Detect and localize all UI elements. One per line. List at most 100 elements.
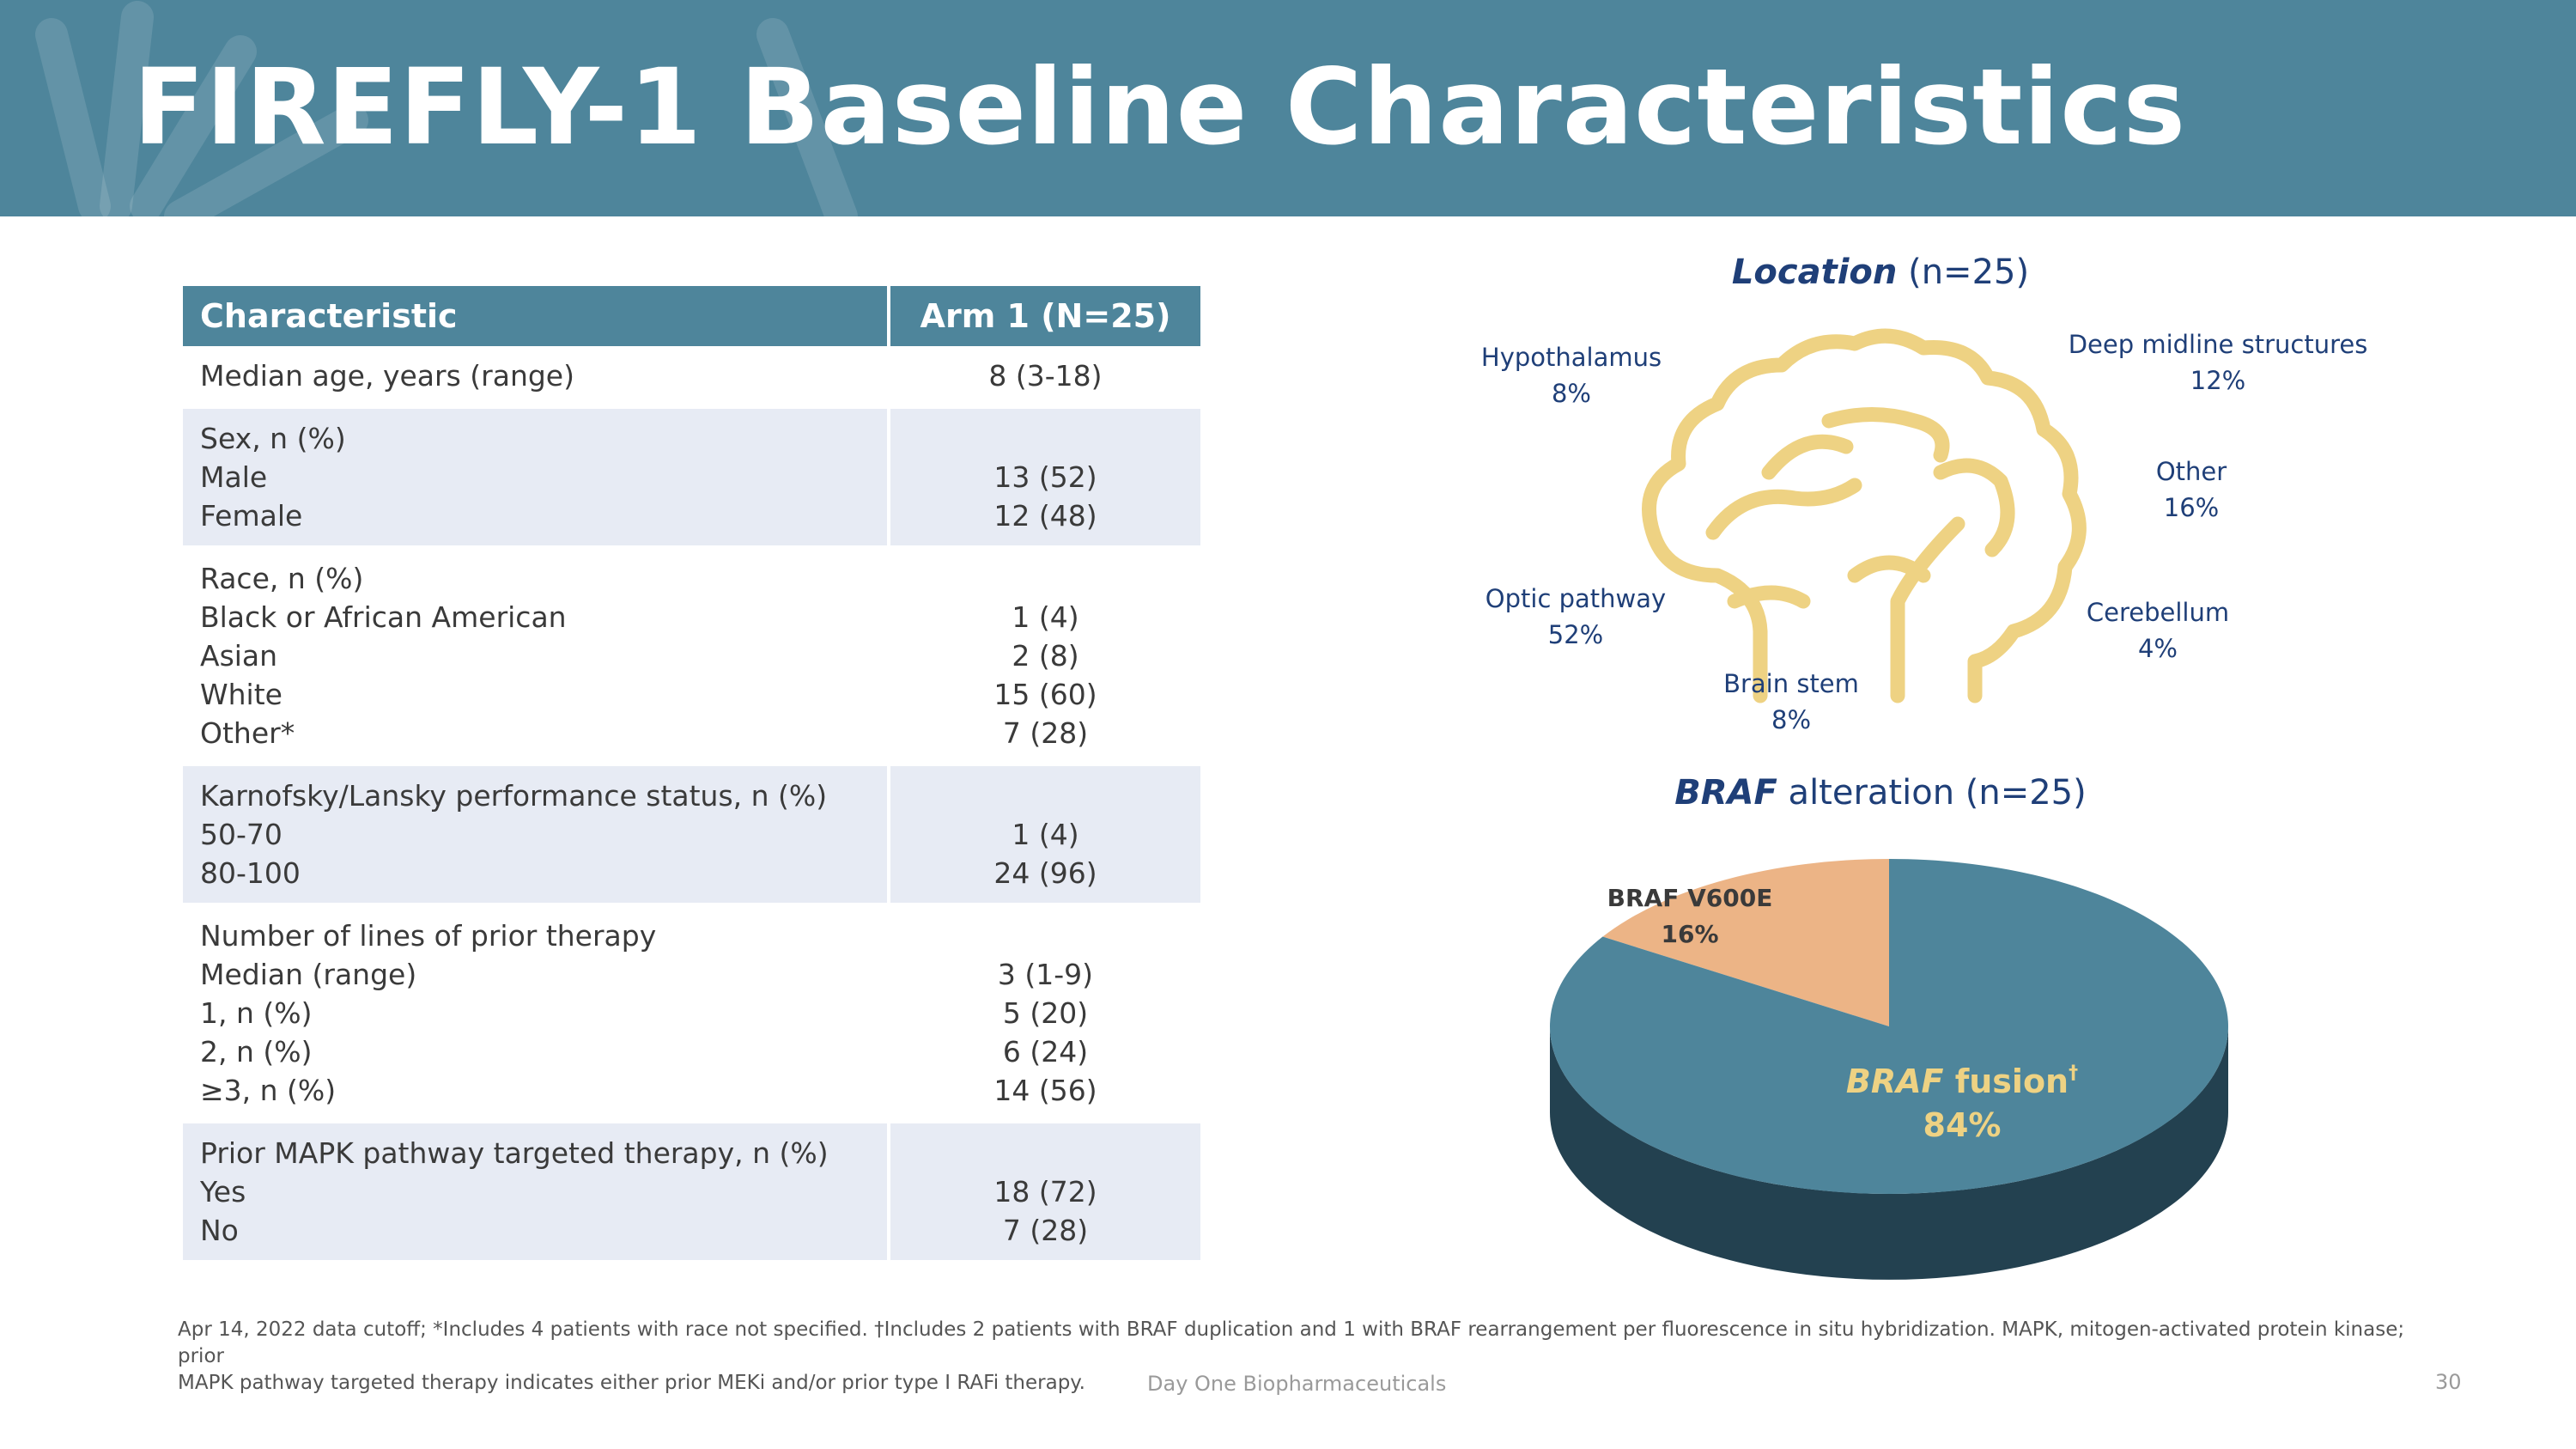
pie-value-fusion: 84% <box>1923 1106 2002 1144</box>
characteristic-value <box>908 776 1183 815</box>
characteristic-label: 50-70 <box>200 818 283 851</box>
characteristic-label: Number of lines of prior therapy <box>200 919 657 953</box>
characteristic-label: Prior MAPK pathway targeted therapy, n (… <box>200 1136 829 1170</box>
characteristic-cell: Number of lines of prior therapy Median (… <box>183 904 890 1123</box>
location-pct: 8% <box>1551 379 1591 408</box>
characteristic-label: Median (range) <box>200 958 417 991</box>
location-label-other: Other 16% <box>2156 454 2227 526</box>
characteristic-label: Female <box>200 499 303 533</box>
characteristic-cell: Median age, years (range) <box>183 346 890 409</box>
characteristic-label: No <box>200 1214 239 1247</box>
characteristic-label: Black or African American <box>200 600 567 634</box>
col-arm1-header: Arm 1 (N=25) <box>889 286 1200 346</box>
location-pct: 12% <box>2190 366 2246 395</box>
characteristic-label: Karnofsky/Lansky performance status, n (… <box>200 779 828 813</box>
characteristic-value: 18 (72) <box>993 1175 1097 1209</box>
characteristic-value <box>908 559 1183 598</box>
location-pct: 16% <box>2163 493 2220 522</box>
location-name: Cerebellum <box>2086 598 2230 627</box>
characteristic-label: Asian <box>200 639 278 673</box>
table-row: Sex, n (%) Male Female 13 (52) 12 (48) <box>183 407 1200 549</box>
value-cell: 18 (72) 7 (28) <box>889 1122 1200 1263</box>
braf-title-rest: alteration (n=25) <box>1777 773 2087 813</box>
characteristic-label: Other* <box>200 716 295 750</box>
characteristic-label: 80-100 <box>200 856 301 890</box>
brain-icon <box>1641 328 2087 703</box>
location-title: Location (n=25) <box>1732 253 2029 292</box>
characteristic-label: Median age, years (range) <box>200 359 574 393</box>
footer-company: Day One Biopharmaceuticals <box>1147 1372 1447 1396</box>
pie-value-v600e: 16% <box>1661 920 1718 948</box>
location-name: Hypothalamus <box>1480 343 1662 372</box>
table-header-row: Characteristic Arm 1 (N=25) <box>183 286 1200 346</box>
characteristic-label: 2, n (%) <box>200 1035 313 1068</box>
characteristic-label: Race, n (%) <box>200 562 364 595</box>
value-cell: 1 (4) 2 (8) 15 (60) 7 (28) <box>889 547 1200 766</box>
characteristic-label: Sex, n (%) <box>200 422 346 455</box>
footnote-line-2: MAPK pathway targeted therapy indicates … <box>178 1372 1085 1394</box>
characteristic-value: 15 (60) <box>993 678 1097 711</box>
table-row: Median age, years (range) 8 (3-18) <box>183 346 1200 409</box>
characteristic-label: 1, n (%) <box>200 996 313 1030</box>
characteristic-value <box>908 916 1183 955</box>
value-cell: 13 (52) 12 (48) <box>889 407 1200 549</box>
characteristic-value: 7 (28) <box>1002 716 1089 750</box>
baseline-table: Characteristic Arm 1 (N=25) Median age, … <box>183 286 1200 1263</box>
location-label-optic-pathway: Optic pathway 52% <box>1485 581 1666 653</box>
characteristic-cell: Sex, n (%) Male Female <box>183 407 890 549</box>
value-cell: 8 (3-18) <box>889 346 1200 409</box>
location-pct: 52% <box>1547 620 1604 649</box>
pie-slice-braf-fusion <box>1550 859 2228 1194</box>
location-title-em: Location <box>1731 253 1898 292</box>
location-label-hypothalamus: Hypothalamus 8% <box>1481 339 1662 411</box>
characteristic-label: Yes <box>200 1175 246 1209</box>
footnote-line-1: Apr 14, 2022 data cutoff; *Includes 4 pa… <box>178 1318 2405 1367</box>
braf-chart-title: BRAF alteration (n=25) <box>1674 773 2086 813</box>
characteristic-label: ≥3, n (%) <box>200 1074 337 1107</box>
characteristic-value <box>908 1134 1183 1172</box>
characteristic-value: 13 (52) <box>993 460 1097 494</box>
location-name: Brain stem <box>1723 669 1859 698</box>
characteristic-label: Male <box>200 460 268 494</box>
table-row: Number of lines of prior therapy Median (… <box>183 904 1200 1123</box>
characteristic-value: 12 (48) <box>993 499 1097 533</box>
characteristic-cell: Karnofsky/Lansky performance status, n (… <box>183 764 890 906</box>
pie-side-wall <box>1550 1026 2228 1280</box>
characteristic-value: 1 (4) <box>1012 818 1079 851</box>
value-cell: 1 (4) 24 (96) <box>889 764 1200 906</box>
location-pct: 8% <box>1771 705 1812 734</box>
pie-slice-braf-v600e <box>1602 859 1889 1026</box>
location-title-rest: (n=25) <box>1897 253 2030 292</box>
braf-title-em: BRAF <box>1674 773 1777 813</box>
table-row: Prior MAPK pathway targeted therapy, n (… <box>183 1122 1200 1263</box>
table-row: Race, n (%) Black or African American Asia… <box>183 547 1200 766</box>
location-name: Other <box>2155 457 2227 486</box>
location-label-deep-midline: Deep midline structures 12% <box>2069 326 2368 399</box>
braf-pie-chart: BRAF V600E 16% BRAF fusion† 84% <box>1550 859 2228 1280</box>
characteristic-value: 1 (4) <box>1012 600 1079 634</box>
location-name: Deep midline structures <box>2068 330 2368 359</box>
pie-label-v600e: BRAF V600E <box>1607 884 1773 912</box>
table-row: Karnofsky/Lansky performance status, n (… <box>183 764 1200 906</box>
characteristic-value: 2 (8) <box>1012 639 1079 673</box>
characteristic-value: 5 (20) <box>1002 996 1089 1030</box>
characteristic-cell: Prior MAPK pathway targeted therapy, n (… <box>183 1122 890 1263</box>
characteristic-cell: Race, n (%) Black or African American Asia… <box>183 547 890 766</box>
characteristic-value: 24 (96) <box>993 856 1097 890</box>
header-decoration <box>35 1 858 216</box>
location-label-cerebellum: Cerebellum 4% <box>2087 594 2229 667</box>
col-characteristic-header: Characteristic <box>183 286 890 346</box>
location-label-brain-stem: Brain stem 8% <box>1723 666 1859 738</box>
characteristic-value: 6 (24) <box>1002 1035 1089 1068</box>
characteristic-label: White <box>200 678 283 711</box>
characteristic-value: 14 (56) <box>993 1074 1097 1107</box>
header-banner: FIREFLY-1 Baseline Characteristics <box>0 0 2576 216</box>
location-pct: 4% <box>2137 634 2178 663</box>
location-name: Optic pathway <box>1485 584 1667 613</box>
value-cell: 3 (1-9) 5 (20) 6 (24) 14 (56) <box>889 904 1200 1123</box>
characteristic-value: 8 (3-18) <box>988 359 1103 393</box>
characteristic-value: 3 (1-9) <box>997 958 1094 991</box>
page-title: FIREFLY-1 Baseline Characteristics <box>133 46 2187 168</box>
page-number: 30 <box>2435 1370 2462 1394</box>
characteristic-value: 7 (28) <box>1002 1214 1089 1247</box>
